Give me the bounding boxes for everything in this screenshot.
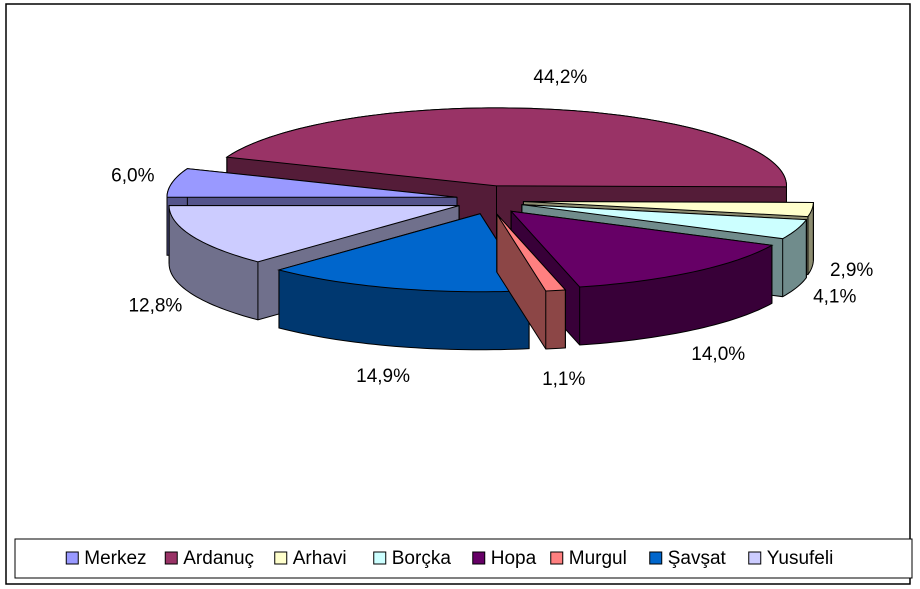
slice bbox=[277, 213, 530, 293]
slice bbox=[509, 210, 774, 288]
data-label: 12,8% bbox=[128, 296, 182, 317]
legend-box bbox=[14, 538, 913, 579]
legend-label: Borçka bbox=[392, 548, 452, 569]
legend-label: Hopa bbox=[491, 548, 537, 569]
legend-label: Murgul bbox=[569, 548, 627, 569]
slice bbox=[521, 204, 808, 240]
data-label: 14,0% bbox=[691, 344, 745, 365]
legend-label: Yusufeli bbox=[767, 548, 834, 569]
slice bbox=[225, 107, 787, 188]
legend-swatch bbox=[65, 551, 79, 565]
slice bbox=[168, 205, 460, 263]
legend-label: Merkez bbox=[84, 548, 146, 569]
legend-swatch bbox=[748, 551, 762, 565]
legend: Merkez Ardanuç Arhavi Borçka Hopa Murgul Şavşa… bbox=[65, 548, 834, 569]
legend-label: Arhavi bbox=[293, 548, 347, 569]
legend-swatch bbox=[649, 551, 663, 565]
legend-swatch bbox=[472, 551, 486, 565]
data-label: 4,1% bbox=[813, 287, 856, 308]
data-label: 44,2% bbox=[533, 67, 587, 88]
legend-label: Ardanuç bbox=[183, 548, 254, 569]
pie bbox=[166, 107, 814, 351]
legend-swatch bbox=[550, 551, 564, 565]
legend-label: Şavşat bbox=[668, 548, 727, 569]
data-label: 14,9% bbox=[356, 366, 410, 387]
slice bbox=[523, 200, 814, 218]
data-label: 6,0% bbox=[111, 166, 154, 187]
legend-swatch bbox=[164, 551, 178, 565]
legend-swatch bbox=[274, 551, 288, 565]
slice bbox=[166, 168, 458, 198]
data-label: 1,1% bbox=[542, 369, 585, 390]
legend-swatch bbox=[373, 551, 387, 565]
slice bbox=[496, 213, 567, 292]
data-label: 2,9% bbox=[830, 260, 873, 281]
